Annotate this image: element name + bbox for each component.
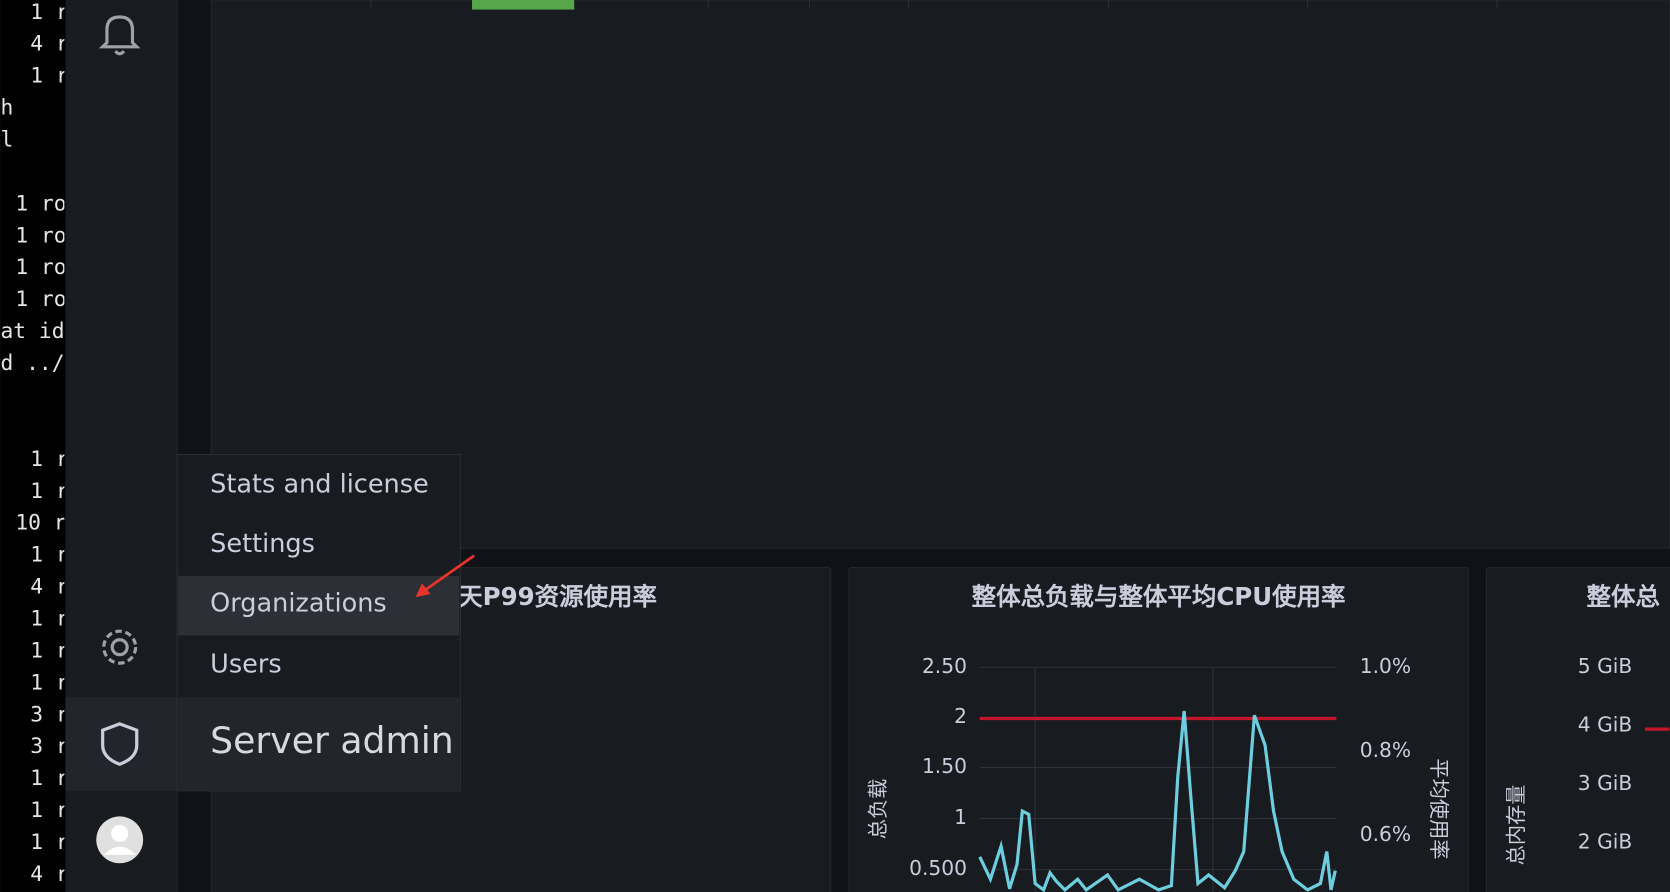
terminal-line: 1 r bbox=[30, 670, 68, 695]
terminal-line: 1 r bbox=[30, 638, 68, 663]
menu-hover bbox=[178, 575, 460, 636]
terminal-line: 1 r bbox=[30, 543, 68, 568]
y2-axis-title: 平均使用率 bbox=[1427, 758, 1451, 859]
terminal-line: 1 ro bbox=[15, 255, 66, 280]
terminal-line: 4 r bbox=[30, 575, 68, 600]
terminal-line: 1 ro bbox=[15, 287, 66, 312]
menu-item[interactable]: Settings bbox=[210, 529, 315, 559]
terminal-line: at id bbox=[0, 319, 64, 344]
menu-header[interactable]: Server admin bbox=[210, 719, 454, 762]
panel-title: 天P99资源使用率 bbox=[458, 582, 657, 611]
terminal-line: 1 ro bbox=[15, 223, 66, 248]
y2-tick-label: 1.0% bbox=[1360, 654, 1411, 678]
top-dividers bbox=[370, 0, 1498, 9]
grid bbox=[979, 666, 1337, 892]
terminal-line: 10 r bbox=[15, 511, 66, 536]
panel bbox=[1485, 566, 1670, 892]
status-bar bbox=[472, 0, 575, 10]
terminal-line: l bbox=[0, 128, 13, 153]
terminal-line: 1 r bbox=[30, 447, 68, 472]
terminal-line: 1 r bbox=[30, 479, 68, 504]
terminal-line: 4 r bbox=[30, 32, 68, 57]
terminal-bg bbox=[0, 0, 66, 892]
gear-icon[interactable] bbox=[102, 629, 138, 665]
menu-header-bg bbox=[178, 697, 460, 790]
terminal-line: 1 r bbox=[30, 766, 68, 791]
panel-title: 整体总 bbox=[1586, 582, 1659, 611]
y-tick-label: 0.500 bbox=[909, 856, 967, 880]
avatar-body bbox=[103, 846, 136, 855]
y-axis-title: 总负载 bbox=[866, 779, 890, 840]
y-tick-label: 5 GiB bbox=[1578, 654, 1632, 678]
active-nav-item[interactable] bbox=[65, 697, 178, 791]
terminal: 1 r 4 r 1 r hl 1 ro 1 ro 1 ro 1 ro at id d ../ 1 r… bbox=[0, 0, 68, 887]
annotation-arrow bbox=[415, 554, 475, 598]
terminal-line: d ../ bbox=[0, 351, 64, 376]
load-line bbox=[978, 710, 1337, 892]
panel-title: 整体总负载与整体平均CPU使用率 bbox=[972, 582, 1346, 611]
panel bbox=[848, 566, 1469, 892]
menu-item[interactable]: Users bbox=[210, 649, 281, 679]
y-tick-label: 4 GiB bbox=[1578, 712, 1632, 736]
y-tick-label: 2.50 bbox=[922, 654, 967, 678]
terminal-line: 3 r bbox=[30, 734, 68, 759]
y2-tick-label: 0.6% bbox=[1360, 822, 1411, 846]
shield-icon bbox=[101, 722, 139, 766]
menu-item[interactable]: Organizations bbox=[210, 589, 387, 619]
terminal-line: h bbox=[0, 96, 13, 121]
terminal-line: 1 r bbox=[30, 830, 68, 855]
terminal-line: 1 r bbox=[30, 798, 68, 823]
menu-item[interactable]: Stats and license bbox=[210, 469, 429, 499]
y-tick-label: 1 bbox=[954, 805, 967, 829]
terminal-line: 1 r bbox=[30, 607, 68, 632]
bell-icon[interactable] bbox=[98, 15, 141, 56]
y2-tick-label: 0.8% bbox=[1360, 738, 1411, 762]
y-tick-label: 2 GiB bbox=[1578, 830, 1632, 854]
terminal-line: 1 ro bbox=[15, 191, 66, 216]
y-tick-label: 2 bbox=[954, 704, 967, 728]
terminal-line: 3 r bbox=[30, 702, 68, 727]
y-tick-label: 3 GiB bbox=[1578, 771, 1632, 795]
y-tick-label: 1.50 bbox=[922, 754, 967, 778]
terminal-line: 1 r bbox=[30, 0, 68, 25]
terminal-line: 4 r bbox=[30, 862, 68, 887]
y-axis-title: 总内存量 bbox=[1504, 784, 1528, 865]
terminal-line: 1 r bbox=[30, 64, 68, 89]
avatar-head bbox=[111, 824, 129, 842]
